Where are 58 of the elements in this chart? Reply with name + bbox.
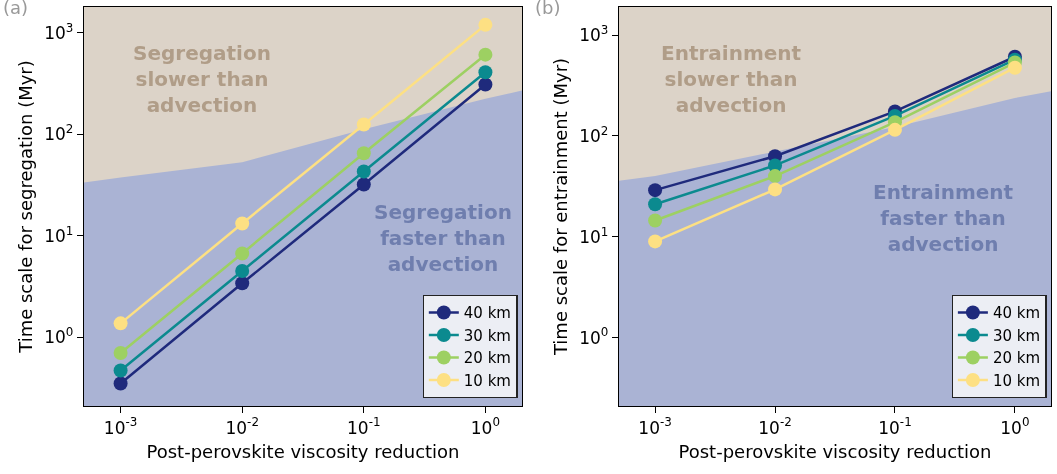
point [478,65,493,80]
point [768,182,783,197]
x-tick-label: 10$^{0}$ [1000,415,1030,438]
x-tick-label: 10$^{-1}$ [878,415,912,438]
y-axis-title: Time scale for segregation (Myr) [15,60,37,354]
legend-label: 30 km [992,326,1041,345]
point [887,122,902,137]
point [648,197,663,212]
y-tick-label: 10$^{1}$ [44,223,74,246]
point [356,146,371,161]
annotation: Segregation faster than advection [374,200,512,276]
legend-label: 30 km [463,326,511,345]
y-tick-label: 10$^{2}$ [44,122,74,145]
point [356,117,371,132]
legend-label: 20 km [463,349,511,368]
point [648,183,663,198]
point [113,363,128,378]
point [356,177,371,192]
point [648,213,663,228]
x-axis-title: Post-perovskite viscosity reduction [678,440,992,462]
x-tick-label: 10$^{0}$ [470,415,501,438]
y-tick-label: 10$^{0}$ [44,325,74,348]
text: (a) [3,0,29,18]
legend-label: 40 km [463,304,511,323]
y-tick-label: 10$^{3}$ [44,20,74,43]
point [356,164,371,179]
x-tick-label: 10$^{-1}$ [347,415,381,438]
point [478,77,493,92]
x-tick-label: 10$^{-2}$ [758,415,792,438]
x-tick-label: 10$^{-2}$ [225,415,259,438]
point [235,263,250,278]
legend-label: 10 km [463,371,511,390]
point [478,47,493,62]
point [768,169,783,184]
y-tick-label: 10$^{0}$ [579,325,609,348]
x-axis-title: Post-perovskite viscosity reduction [146,440,460,462]
x-tick-label: 10$^{-3}$ [638,415,672,438]
y-tick-label: 10$^{2}$ [579,123,609,146]
point [1007,60,1022,75]
point [113,345,128,360]
annotation: Segregation slower than advection [133,41,271,117]
point [113,376,128,391]
point [235,216,250,231]
legend-label: 10 km [992,371,1041,390]
point [113,316,128,331]
point [235,276,250,291]
legend-label: 20 km [992,349,1041,368]
annotation: Entrainment faster than advection [873,180,1014,256]
text: (b) [535,0,561,18]
annotation: Entrainment slower than advection [661,41,802,117]
point [478,17,493,32]
y-tick-label: 10$^{3}$ [579,22,609,46]
y-axis-title: Time scale for entrainment (Myr) [550,57,572,357]
y-tick-label: 10$^{1}$ [579,224,609,247]
x-tick-label: 10$^{-3}$ [103,415,138,438]
legend-label: 40 km [992,304,1041,323]
point [235,246,250,261]
point [648,234,663,249]
